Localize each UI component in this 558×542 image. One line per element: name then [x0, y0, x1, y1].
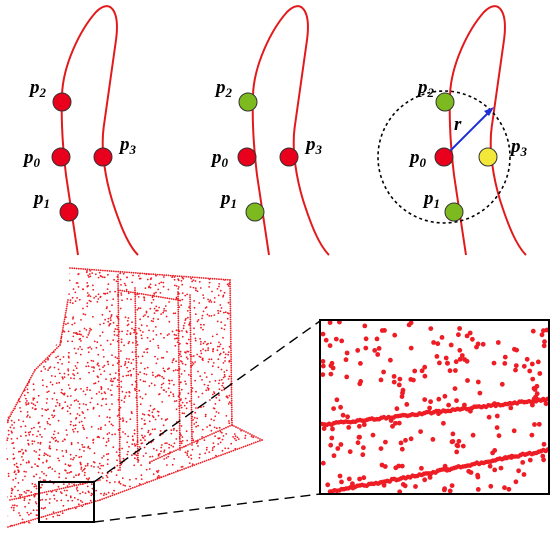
radius-arrow	[443, 111, 490, 158]
point-p3	[93, 147, 113, 167]
point-p3	[478, 147, 498, 167]
point-p1	[59, 202, 79, 222]
panel-2: p2 p0 p3 p1	[210, 5, 330, 256]
label-p0: p0	[22, 147, 41, 170]
panel-1: p2 p0 p3 p1	[22, 5, 139, 256]
point-p2	[52, 92, 72, 112]
point-p0	[51, 147, 71, 167]
point-p1	[245, 202, 265, 222]
zoom-connector-top	[93, 320, 321, 483]
zoom-source-box	[38, 481, 95, 523]
label-p3: p3	[509, 136, 528, 159]
label-p1: p1	[219, 188, 237, 211]
panel-3: r p2 p0 p3 p1	[377, 5, 528, 256]
zoom-inset	[319, 319, 550, 495]
point-p1	[444, 202, 464, 222]
point-p3	[279, 147, 299, 167]
radius-arrow-head	[484, 107, 494, 116]
label-p1: p1	[32, 188, 50, 211]
neighborhood-circle	[377, 90, 511, 224]
point-cloud-model	[6, 267, 263, 528]
zoom-inset-dots	[320, 320, 549, 494]
label-p1: p1	[422, 188, 440, 211]
point-p0	[237, 147, 257, 167]
label-p0: p0	[408, 147, 427, 170]
label-p3: p3	[304, 134, 323, 157]
label-p0: p0	[210, 147, 229, 170]
radius-label: r	[454, 114, 462, 135]
point-cloud-edges	[7, 267, 263, 528]
label-p2: p2	[416, 77, 435, 100]
label-p3: p3	[118, 134, 137, 157]
label-p2: p2	[28, 77, 47, 100]
zoom-inset-frame	[319, 319, 550, 495]
point-p2	[435, 92, 455, 112]
point-p0	[434, 147, 454, 167]
point-cloud-dots	[6, 268, 262, 527]
zoom-connector-bottom	[93, 493, 321, 523]
label-p2: p2	[214, 77, 233, 100]
point-p2	[238, 92, 258, 112]
